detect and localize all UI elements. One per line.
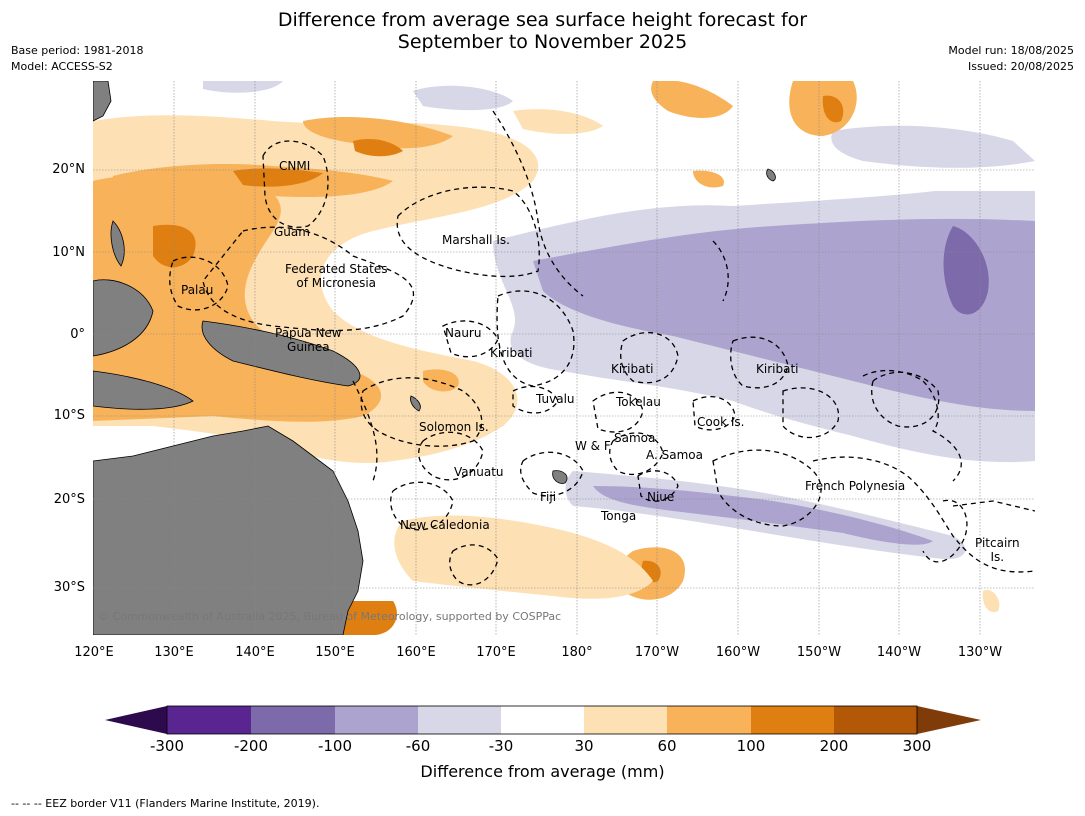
lon-label-160e: 160°E: [396, 645, 436, 660]
colorbar-tick: -100: [317, 737, 353, 755]
lon-label-150w: 150°W: [796, 645, 842, 660]
colorbar-swatch-8: [751, 706, 834, 734]
colorbar-tick: 30: [574, 737, 594, 755]
place-nauru: Nauru: [445, 326, 482, 340]
colorbar-swatch-9: [834, 706, 917, 734]
place-cnmi: CNMI: [279, 159, 311, 173]
lon-label-140w: 140°W: [876, 645, 922, 660]
lon-label-160w: 160°W: [715, 645, 761, 660]
lon-label-170e: 170°E: [476, 645, 516, 660]
place-new-caledonia: New Caledonia: [400, 518, 490, 532]
land-masses: [93, 81, 776, 635]
colorbar-swatch-2: [251, 706, 335, 734]
colorbar-swatch-7: [667, 706, 751, 734]
lat-label-20n: 20°N: [52, 162, 85, 177]
place-tonga: Tonga: [601, 509, 637, 523]
lon-label-130e: 130°E: [154, 645, 194, 660]
issued-date: Issued: 20/08/2025: [967, 60, 1074, 73]
colorbar-tick: 300: [902, 737, 932, 755]
place-american-samoa: A. Samoa: [646, 448, 703, 462]
colorbar-tick: -30: [488, 737, 514, 755]
lat-label-10n: 10°N: [52, 245, 85, 260]
place-wallis-futuna: W & F: [575, 439, 611, 453]
lon-label-170w: 170°W: [634, 645, 680, 660]
lat-label-10s: 10°S: [53, 408, 85, 423]
graticule: [93, 81, 1035, 635]
colorbar-outline: [166, 705, 918, 735]
colorbar-tick: -300: [149, 737, 185, 755]
colorbar-swatch-4: [418, 706, 501, 734]
place-french-polynesia: French Polynesia: [805, 479, 906, 493]
positive-anomaly-fields: [93, 81, 1000, 635]
place-niue: Niue: [647, 490, 675, 504]
colorbar-tick: 200: [819, 737, 849, 755]
copyright-notice: © Commonwealth of Australia 2025, Bureau…: [98, 610, 562, 623]
colorbar: [105, 705, 981, 735]
colorbar-swatch-min: [105, 706, 167, 734]
place-solomon-islands: Solomon Is.: [419, 420, 489, 434]
colorbar-swatch-max: [917, 706, 981, 734]
colorbar-swatch-6: [584, 706, 667, 734]
lon-label-130w: 130°W: [957, 645, 1003, 660]
colorbar-swatch-3: [335, 706, 418, 734]
colorbar-tick: -200: [233, 737, 269, 755]
map-title-line1: Difference from average sea surface heig…: [277, 9, 808, 31]
place-papua-new-guinea: Papua New Guinea: [275, 326, 342, 354]
colorbar-tick: -60: [405, 737, 431, 755]
colorbar-tick: 60: [657, 737, 677, 755]
negative-anomaly-fields: [133, 81, 1035, 582]
place-kiribati-east: Kiribati: [756, 362, 799, 376]
lon-label-180: 180°: [561, 645, 593, 660]
colorbar-tick: 100: [736, 737, 766, 755]
place-cook-islands: Cook Is.: [697, 415, 745, 429]
place-kiribati-west: Kiribati: [490, 346, 533, 360]
map-svg: [93, 81, 1035, 635]
colorbar-swatch-5: [501, 706, 584, 734]
place-fiji: Fiji: [540, 490, 557, 504]
lat-label-20s: 20°S: [53, 492, 85, 507]
place-tuvalu: Tuvalu: [536, 392, 575, 406]
place-micronesia: Federated States of Micronesia: [285, 262, 388, 290]
model-name: Model: ACCESS-S2: [11, 60, 113, 73]
place-tokelau: Tokelau: [616, 395, 661, 409]
lon-label-140e: 140°E: [235, 645, 275, 660]
base-period: Base period: 1981-2018: [11, 44, 144, 57]
colorbar-swatch-1: [167, 706, 251, 734]
place-kiribati-central: Kiribati: [611, 362, 654, 376]
place-pitcairn: Pitcairn Is.: [975, 536, 1020, 564]
lat-label-30s: 30°S: [53, 580, 85, 595]
place-guam: Guam: [274, 225, 310, 239]
place-marshall-islands: Marshall Is.: [442, 233, 510, 247]
lon-label-120e: 120°E: [74, 645, 114, 660]
lon-label-150e: 150°E: [315, 645, 355, 660]
place-samoa: Samoa: [614, 431, 656, 445]
place-vanuatu: Vanuatu: [454, 465, 504, 479]
eez-legend-note: -- -- -- EEZ border V11 (Flanders Marine…: [11, 797, 320, 810]
place-palau: Palau: [181, 283, 214, 297]
colorbar-label: Difference from average (mm): [420, 762, 665, 781]
model-run: Model run: 18/08/2025: [948, 44, 1074, 57]
sea-surface-height-map: [93, 81, 1035, 635]
eez-borders: [169, 110, 1035, 586]
map-title-line2: September to November 2025: [397, 31, 688, 53]
lat-label-0: 0°: [70, 327, 85, 342]
